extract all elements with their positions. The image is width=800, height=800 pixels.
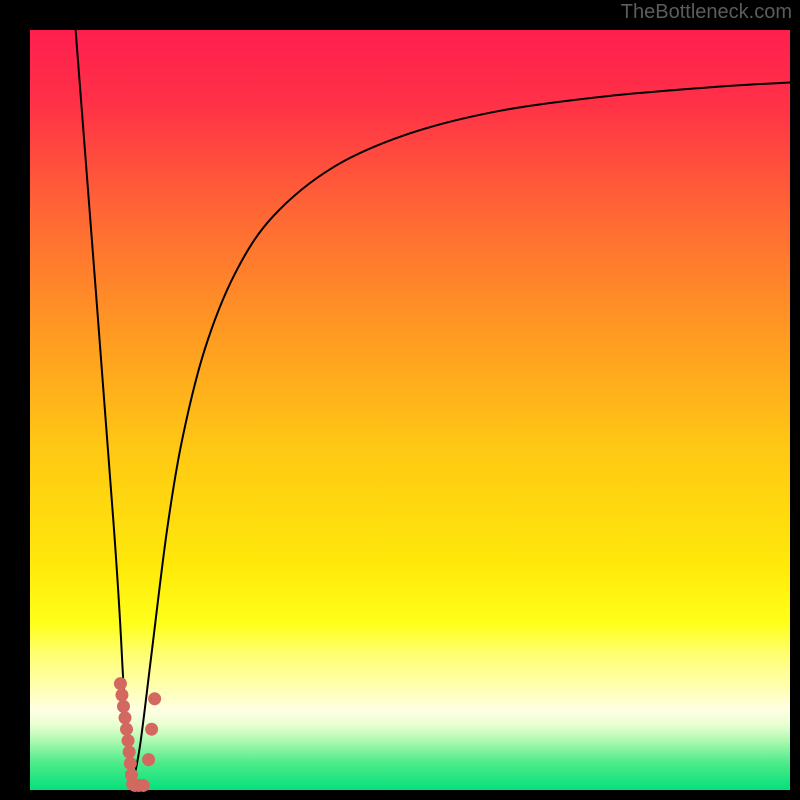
marker-dot bbox=[119, 711, 132, 724]
marker-dot bbox=[123, 746, 136, 759]
chart-stage: TheBottleneck.com bbox=[0, 0, 800, 800]
marker-dot bbox=[148, 692, 161, 705]
marker-dot bbox=[142, 753, 155, 766]
marker-dot bbox=[145, 723, 158, 736]
plot-background bbox=[30, 30, 790, 790]
marker-dot bbox=[120, 723, 133, 736]
marker-dot bbox=[122, 734, 135, 747]
watermark-label: TheBottleneck.com bbox=[621, 2, 792, 22]
marker-dot bbox=[124, 757, 137, 770]
marker-dot bbox=[137, 779, 150, 792]
marker-dot bbox=[114, 677, 127, 690]
marker-dot bbox=[115, 689, 128, 702]
marker-dot bbox=[117, 700, 130, 713]
plot-svg bbox=[0, 0, 800, 800]
